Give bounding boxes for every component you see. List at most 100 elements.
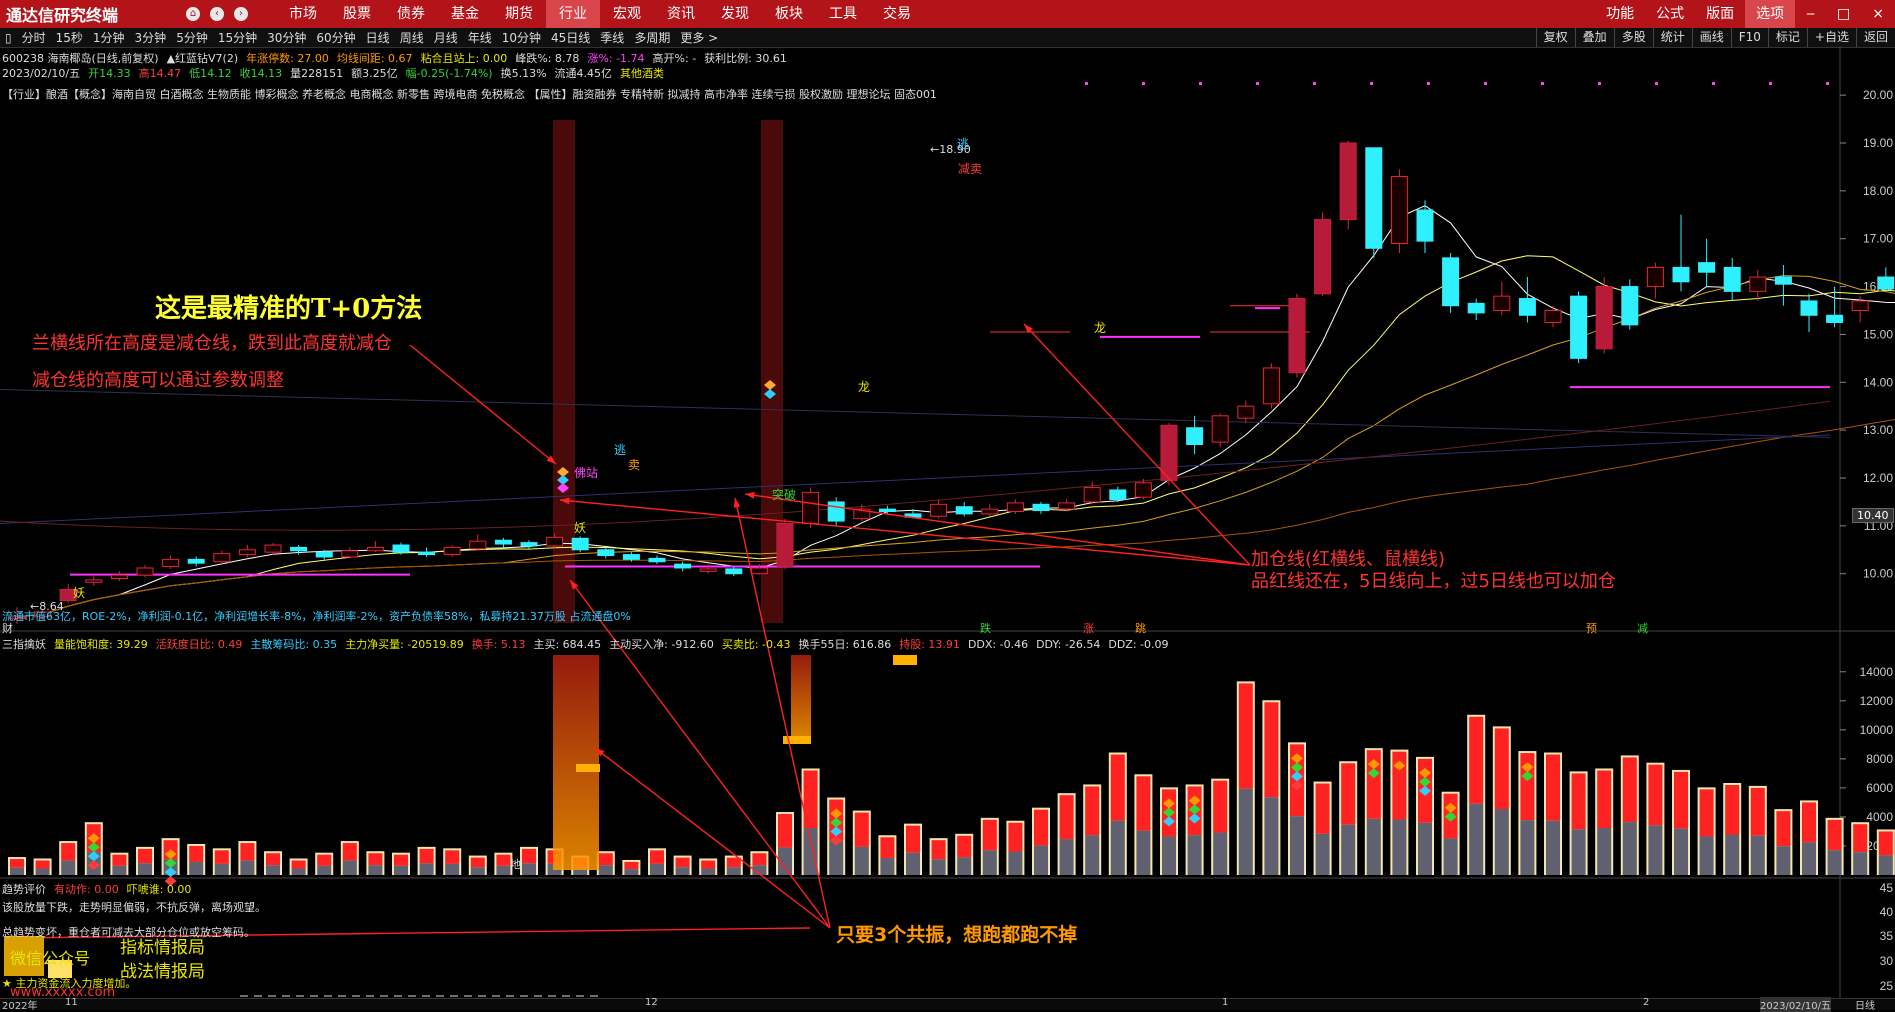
right-menu-item[interactable]: 功能 [1606,6,1635,22]
volume-bar-base [1494,809,1509,875]
volume-diamond [1419,785,1431,796]
window-control[interactable]: ‒ [1806,6,1816,22]
annotation-add1: 加仓线(红横线、鼠横线) [1251,549,1446,570]
volume-bar [982,819,997,851]
arrow-head [745,491,755,499]
period-item[interactable]: 日线 [365,31,390,45]
trend-text-1: 该股放量下跌，走势明显偏弱，不抗反弹，离场观望。 [2,901,266,914]
volume-bar-base [1597,827,1612,875]
price-tick-label: 15.00 [1863,327,1893,341]
info-field: 额3.25亿 [351,67,398,80]
period-item[interactable]: 15秒 [55,31,83,45]
period-item[interactable]: 15分钟 [217,31,258,45]
period-item[interactable]: 年线 [467,31,492,45]
menu-item[interactable]: 股票 [343,6,371,22]
volume-bar [1264,702,1279,798]
logo-box [48,960,72,978]
menu-item[interactable]: 交易 [883,6,911,22]
menu-item[interactable]: 资讯 [667,6,695,22]
toolbar-item[interactable]: 画线 [1691,28,1731,47]
volume-bar-base [1341,824,1356,875]
candle [1493,295,1511,311]
right-menu-item[interactable]: 选项 [1745,0,1796,28]
menu-item[interactable]: 行业 [546,0,600,28]
period-item[interactable]: 30分钟 [267,31,307,45]
volume-bar [1546,754,1560,821]
back-button[interactable]: ‹ [210,7,224,21]
trend-line [0,400,1831,531]
volume-bar [1776,811,1791,847]
info-field: 均线间距: 0.67 [336,52,413,65]
period-item[interactable]: 月线 [433,31,458,45]
period-item[interactable]: 3分钟 [134,31,167,45]
menu-item[interactable]: 宏观 [613,6,641,22]
toolbar-item[interactable]: F10 [1730,28,1768,47]
signal-dot [1826,82,1829,85]
volume-bar [906,825,920,853]
menu-item[interactable]: 工具 [829,6,857,22]
volume-bar [138,848,152,864]
toolbar-item[interactable]: 多股 [1613,28,1653,47]
right-menu-item[interactable]: 公式 [1656,6,1685,22]
period-item[interactable]: 分时 [21,31,46,45]
toolbar-item[interactable]: 统计 [1652,28,1692,47]
info-field: DDY: -26.54 [1036,638,1101,651]
volume-diamond [1419,767,1431,778]
toolbar-item[interactable]: +自选 [1806,28,1856,47]
menu-item[interactable]: 市场 [289,6,317,22]
signal-dot [1484,82,1487,85]
di-label: 地 [510,858,521,871]
volume-bar-base [1264,797,1279,875]
volume-bar-base [957,857,972,875]
period-item[interactable]: 5分钟 [176,31,208,45]
forward-button[interactable]: › [234,7,248,21]
period-item[interactable]: 1分钟 [92,31,125,45]
title-bar: 通达信研究终端 ⌂ ‹ › 市场 股票 债券 基金 期货 行业 宏观 资讯 发现 板块 工具 交易 功… [0,0,1895,28]
candle [750,567,768,575]
layout-icon[interactable]: ▯ [5,30,12,45]
menu-item[interactable]: 基金 [451,6,479,22]
info-field: 高开%: - [652,52,697,65]
toolbar-item[interactable]: 返回 [1855,28,1895,47]
right-menu-item[interactable]: 版面 [1706,6,1735,22]
window-control[interactable]: × [1872,6,1884,22]
candle [1442,257,1460,307]
volume-bar [931,840,946,860]
volume-bar-base [854,846,869,875]
menu-item[interactable]: 期货 [505,6,533,22]
toolbar-item[interactable]: 标记 [1767,28,1807,47]
menu-item[interactable]: 发现 [721,6,749,22]
toolbar-item[interactable]: 叠加 [1574,28,1614,47]
volume-diamond [1163,816,1175,827]
period-list: 分时 15秒 1分钟 3分钟 5分钟 15分钟 30分钟 60分钟 日线 周线 月线 年线 10分钟 45… [17,29,724,46]
period-item[interactable]: 10分钟 [501,31,542,45]
period-item[interactable]: 多周期 [634,31,671,45]
signal-dot [1598,82,1601,85]
period-item[interactable]: 更多 > [680,31,719,45]
candle [1749,276,1767,292]
menu-item[interactable]: 债券 [397,6,425,22]
candle [648,557,666,563]
volume-bar-base [1674,828,1688,875]
signal-diamond [764,389,776,399]
home-icon[interactable]: ⌂ [186,7,200,21]
right-menu: 功能 公式 版面 选项 ‒ □ × [1595,0,1895,28]
candle [1365,147,1383,249]
toolbar-item[interactable]: 复权 [1535,28,1575,47]
period-item[interactable]: 季线 [600,31,625,45]
volume-tick-label: 4000 [1866,810,1893,824]
volume-bar [1059,795,1074,840]
signal-dot [1199,82,1202,85]
period-item[interactable]: 周线 [399,31,424,45]
window-control[interactable]: □ [1837,6,1851,22]
candle [1774,276,1792,285]
period-item[interactable]: 45日线 [551,31,591,45]
volume-bar [726,857,741,868]
event-mark: 跳 [1135,622,1146,635]
period-item[interactable]: 60分钟 [316,31,356,45]
candle [213,553,231,563]
volume-tick-label: 6000 [1866,781,1893,795]
volume-diamond [1444,802,1457,813]
menu-item[interactable]: 板块 [775,6,803,22]
